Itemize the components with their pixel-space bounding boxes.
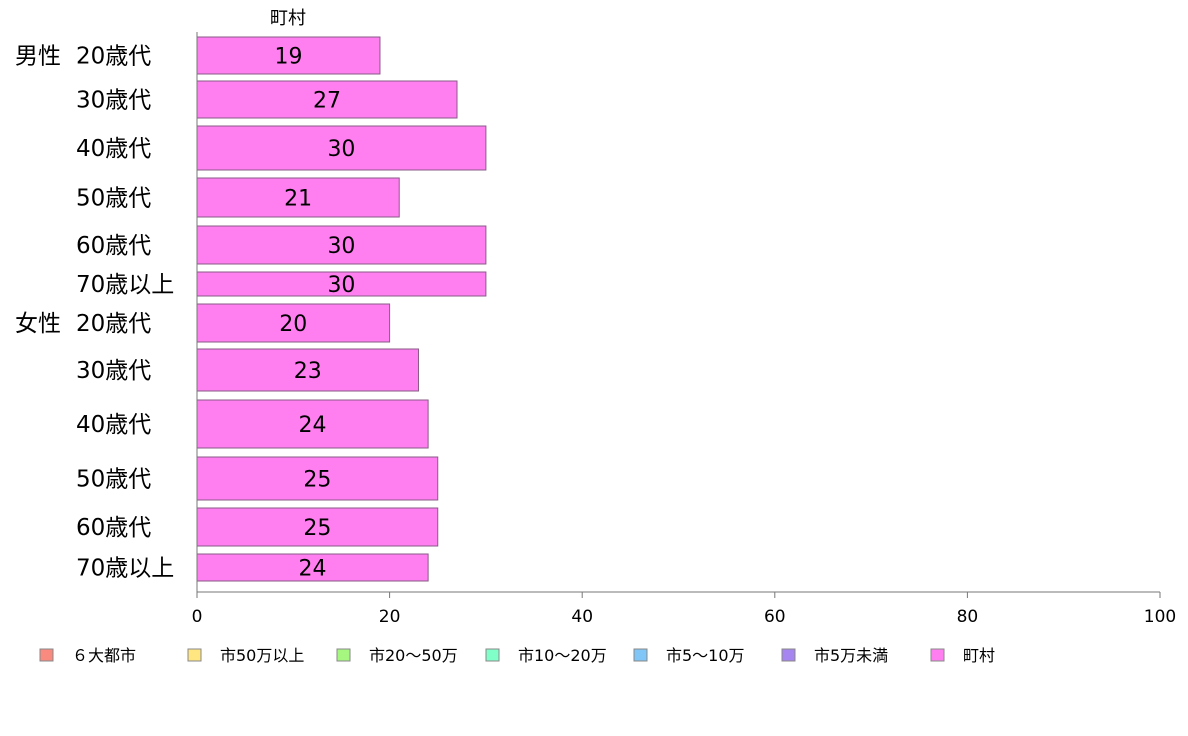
legend-swatch xyxy=(485,648,500,662)
legend-label: 市5〜10万 xyxy=(666,646,745,665)
x-tick-label: 0 xyxy=(192,607,203,627)
x-tick-label: 20 xyxy=(379,607,401,627)
bar xyxy=(196,80,458,119)
bar xyxy=(196,456,439,501)
category-label: 30歳代 xyxy=(76,88,151,114)
legend-label: 市20〜50万 xyxy=(369,646,458,665)
legend-swatch xyxy=(633,648,648,662)
bar-value-label: 30 xyxy=(327,137,355,162)
category-label: 50歳代 xyxy=(76,186,151,212)
category-label: 60歳代 xyxy=(76,515,151,541)
bar xyxy=(196,507,439,547)
legend-swatch xyxy=(39,648,54,662)
bar-value-label: 19 xyxy=(274,45,302,70)
category-label: 20歳代 xyxy=(76,311,151,337)
category-label: 50歳代 xyxy=(76,467,151,493)
category-label: 70歳以上 xyxy=(76,556,174,582)
bar-value-label: 23 xyxy=(294,359,322,384)
category-label: 70歳以上 xyxy=(76,272,174,298)
bar-value-label: 24 xyxy=(299,413,327,438)
bar-value-label: 30 xyxy=(327,234,355,259)
x-tick-label: 100 xyxy=(1144,607,1176,627)
x-axis: 0 20 40 60 80 100 xyxy=(192,32,1176,627)
category-label: 60歳代 xyxy=(76,233,151,259)
group-label: 女性 xyxy=(15,311,61,337)
legend-swatch xyxy=(781,648,796,662)
bar xyxy=(196,125,487,171)
legend-label: 町村 xyxy=(963,646,995,665)
bar xyxy=(196,303,391,343)
series-title: 町村 xyxy=(270,8,306,29)
x-tick-label: 80 xyxy=(957,607,979,627)
legend-swatch xyxy=(336,648,351,662)
legend-label: 市50万以上 xyxy=(220,646,304,665)
category-label: 40歳代 xyxy=(76,412,151,438)
bar-value-label: 25 xyxy=(303,516,331,541)
legend-label: 市5万未満 xyxy=(814,646,888,665)
bar xyxy=(196,36,381,75)
x-tick-label: 60 xyxy=(764,607,786,627)
category-label: 30歳代 xyxy=(76,358,151,384)
bar xyxy=(196,553,429,582)
bar-value-label: 27 xyxy=(313,89,341,114)
bar-value-label: 21 xyxy=(284,187,312,212)
bar xyxy=(196,225,487,265)
legend-swatch xyxy=(930,648,945,662)
bar-value-label: 30 xyxy=(327,273,355,298)
bar-value-label: 25 xyxy=(303,468,331,493)
bars-layer: 19 27 30 21 30 30 20 23 24 25 25 24 xyxy=(196,36,487,582)
x-tick-label: 40 xyxy=(571,607,593,627)
legend: ６大都市 市50万以上 市20〜50万 市10〜20万 市5〜10万 市5万未満 町村 xyxy=(39,646,995,665)
legend-label: ６大都市 xyxy=(72,646,136,665)
category-label: 20歳代 xyxy=(76,44,151,70)
bar-value-label: 20 xyxy=(279,312,307,337)
category-label: 40歳代 xyxy=(76,136,151,162)
legend-label: 市10〜20万 xyxy=(518,646,607,665)
legend-swatch xyxy=(187,648,202,662)
bar-value-label: 24 xyxy=(299,557,327,582)
bar xyxy=(196,177,400,218)
group-label: 男性 xyxy=(15,44,61,70)
